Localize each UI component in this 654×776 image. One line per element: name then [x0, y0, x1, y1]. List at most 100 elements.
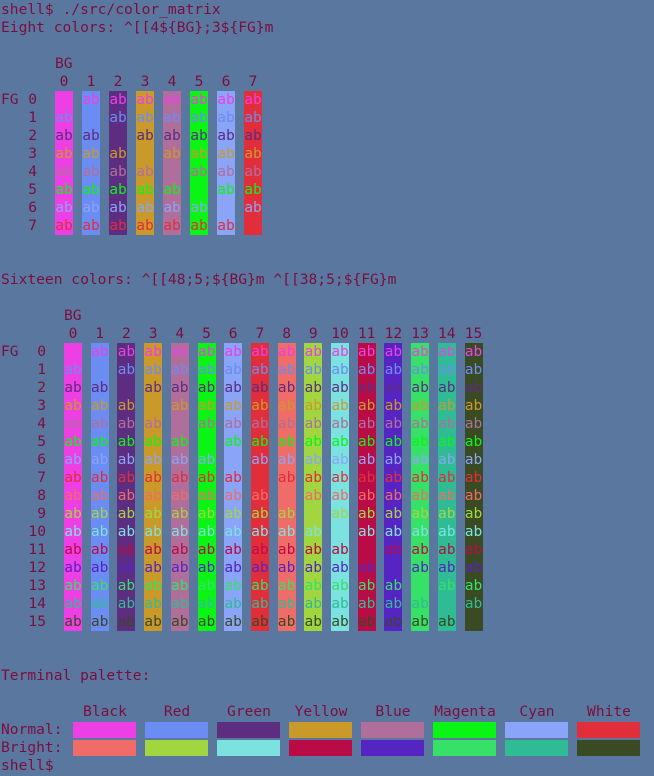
color-cell: ab: [244, 217, 262, 235]
color-cell: ab: [109, 199, 127, 217]
color-cell: ab: [117, 397, 136, 415]
color-cell: ab: [197, 541, 216, 559]
color-cell: ab: [331, 379, 349, 397]
color-cell: ab: [144, 559, 163, 577]
color-cell: ab: [144, 361, 163, 379]
sixteen-fg-index: 14: [28, 595, 46, 612]
color-cell: ab: [117, 361, 136, 379]
color-cell: ab: [109, 181, 127, 199]
color-cell: ab: [64, 541, 82, 559]
color-cell: ab: [437, 415, 456, 433]
color-cell: ab: [277, 433, 296, 451]
color-cell: ab: [277, 451, 296, 469]
color-cell: ab: [217, 163, 235, 181]
color-cell: ab: [437, 379, 456, 397]
color-cell: ab: [64, 361, 82, 379]
eight-fg-label: FG: [1, 91, 19, 108]
color-cell: ab: [411, 469, 430, 487]
color-cell: ab: [437, 487, 456, 505]
eight-fg-index: 2: [28, 127, 37, 144]
sixteen-colors-title: Sixteen colors: ^[[48;5;${BG}m ^[[38;5;$…: [1, 271, 397, 288]
color-cell: ab: [190, 109, 208, 127]
color-cell: ab: [384, 433, 403, 451]
color-cell: ab: [82, 91, 100, 109]
color-cell: ab: [144, 613, 163, 631]
eight-fg-index: 6: [28, 199, 37, 216]
sixteen-fg-index: 1: [37, 361, 46, 378]
color-cell: ab: [250, 595, 269, 613]
color-cell: ab: [64, 523, 82, 541]
color-cell: ab: [224, 469, 243, 487]
color-cell: ab: [304, 433, 323, 451]
sixteen-fg-index: 0: [37, 343, 46, 360]
color-cell: ab: [117, 577, 136, 595]
palette-swatch-bright: [361, 740, 424, 756]
color-cell: ab: [437, 577, 456, 595]
eight-bg-index: 1: [86, 73, 96, 90]
color-cell: ab: [197, 379, 216, 397]
color-cell: ab: [224, 523, 243, 541]
color-cell: ab: [331, 577, 349, 595]
color-cell: ab: [64, 379, 82, 397]
sixteen-fg-index: 7: [37, 469, 46, 486]
color-cell: ab: [217, 109, 235, 127]
color-cell: ab: [90, 451, 109, 469]
color-cell: ab: [90, 613, 109, 631]
color-cell: ab: [170, 361, 189, 379]
palette-swatch-bright: [433, 740, 496, 756]
color-cell: ab: [384, 451, 403, 469]
color-cell: ab: [117, 451, 136, 469]
color-cell: ab: [64, 343, 82, 361]
color-cell: ab: [244, 127, 262, 145]
color-cell: ab: [277, 595, 296, 613]
color-cell: ab: [250, 433, 269, 451]
color-cell: ab: [224, 541, 243, 559]
eight-fg-index: 1: [28, 109, 37, 126]
color-cell: ab: [250, 397, 269, 415]
color-cell: ab: [64, 469, 82, 487]
color-cell: ab: [384, 595, 403, 613]
color-cell: ab: [197, 469, 216, 487]
sixteen-fg-index: 12: [28, 559, 46, 576]
color-cell: ab: [163, 181, 181, 199]
color-cell: ab: [90, 541, 109, 559]
color-cell: ab: [217, 127, 235, 145]
shell-prompt[interactable]: shell$: [1, 757, 54, 774]
color-cell: ab: [117, 595, 136, 613]
color-cell: ab: [197, 361, 216, 379]
color-cell: ab: [244, 181, 262, 199]
color-cell: ab: [250, 379, 269, 397]
color-cell: ab: [464, 595, 483, 613]
color-cell: ab: [90, 523, 109, 541]
color-cell: ab: [197, 595, 216, 613]
sixteen-fg-index: 11: [28, 541, 46, 558]
color-cell: ab: [90, 415, 109, 433]
color-cell: ab: [437, 361, 456, 379]
color-cell: ab: [357, 451, 376, 469]
color-cell: ab: [163, 217, 181, 235]
sixteen-bg-index: 6: [228, 325, 238, 342]
color-cell: ab: [250, 505, 269, 523]
color-cell: ab: [411, 541, 430, 559]
color-cell: ab: [304, 505, 323, 523]
eight-bg-index: 3: [140, 73, 150, 90]
color-cell: ab: [437, 541, 456, 559]
sixteen-bg-index: 3: [148, 325, 158, 342]
color-cell: ab: [144, 379, 163, 397]
color-cell: ab: [384, 343, 403, 361]
palette-swatch-normal: [289, 722, 352, 738]
color-cell: ab: [464, 451, 483, 469]
color-cell: ab: [437, 613, 456, 631]
sixteen-bg-index: 15: [464, 325, 483, 342]
eight-fg-index: 5: [28, 181, 37, 198]
color-cell: ab: [82, 217, 100, 235]
color-cell: ab: [163, 109, 181, 127]
color-cell: ab: [144, 487, 163, 505]
color-cell: ab: [384, 577, 403, 595]
color-cell: ab: [411, 559, 430, 577]
color-cell: ab: [357, 469, 376, 487]
color-cell: ab: [217, 145, 235, 163]
color-cell: ab: [304, 379, 323, 397]
color-cell: ab: [277, 361, 296, 379]
color-cell: ab: [190, 199, 208, 217]
